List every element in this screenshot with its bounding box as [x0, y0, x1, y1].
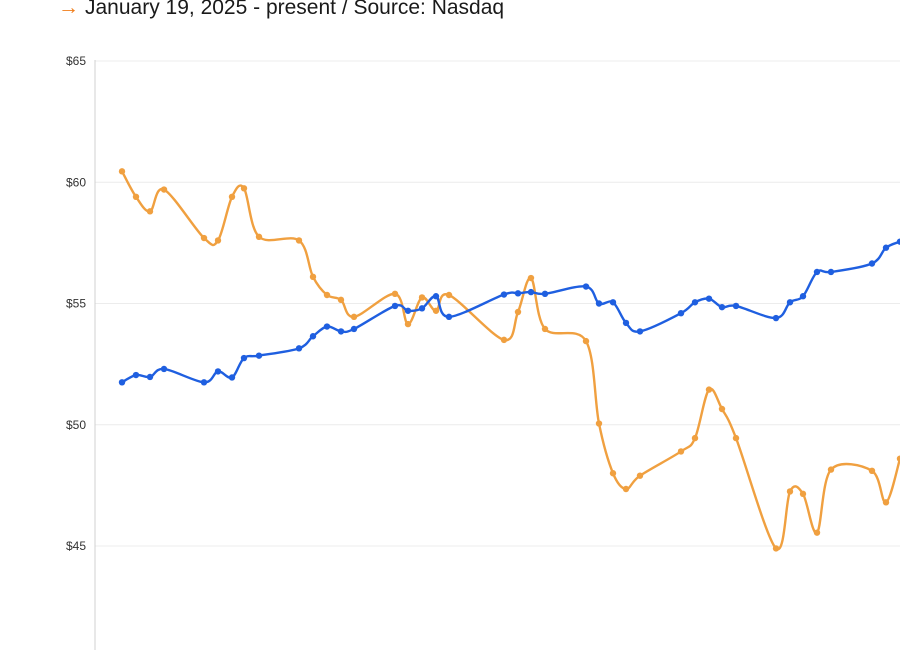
data-point[interactable] — [705, 295, 713, 302]
data-point[interactable] — [214, 368, 222, 375]
data-point[interactable] — [228, 193, 236, 200]
data-point[interactable] — [868, 260, 876, 267]
data-point[interactable] — [595, 420, 603, 427]
data-point[interactable] — [677, 448, 685, 455]
series-2 — [118, 168, 900, 552]
data-point[interactable] — [827, 466, 835, 473]
arrow-icon: → — [58, 0, 79, 19]
data-point[interactable] — [350, 313, 358, 321]
data-point[interactable] — [595, 300, 603, 307]
data-point[interactable] — [813, 529, 821, 536]
data-point[interactable] — [309, 273, 317, 281]
y-tick-label: $55 — [66, 297, 86, 311]
data-point[interactable] — [705, 386, 713, 393]
data-point[interactable] — [418, 305, 426, 312]
subtitle-text: January 19, 2025 - present / Source: Nas… — [85, 0, 505, 19]
data-point[interactable] — [309, 333, 317, 340]
data-point[interactable] — [772, 545, 780, 552]
data-point[interactable] — [160, 365, 168, 373]
data-point[interactable] — [827, 268, 835, 276]
data-point[interactable] — [691, 299, 699, 306]
data-point[interactable] — [718, 405, 726, 413]
data-point[interactable] — [514, 290, 522, 297]
data-point[interactable] — [772, 314, 780, 322]
data-point[interactable] — [146, 373, 154, 381]
data-point[interactable] — [132, 371, 140, 379]
data-point[interactable] — [337, 296, 345, 304]
data-point[interactable] — [240, 185, 248, 192]
y-tick-label: $65 — [66, 54, 86, 68]
data-point[interactable] — [418, 294, 426, 301]
data-point[interactable] — [432, 307, 440, 314]
data-point[interactable] — [240, 354, 248, 362]
data-point[interactable] — [295, 237, 303, 244]
data-point[interactable] — [200, 379, 208, 386]
data-point[interactable] — [337, 328, 345, 335]
data-point[interactable] — [636, 328, 644, 335]
series-line — [121, 240, 900, 384]
data-point[interactable] — [677, 310, 685, 317]
data-point[interactable] — [323, 291, 331, 299]
series-layer — [118, 168, 900, 552]
data-point[interactable] — [200, 234, 208, 242]
y-tick-label: $45 — [66, 539, 86, 553]
data-point[interactable] — [391, 290, 399, 297]
data-point[interactable] — [896, 238, 900, 245]
data-point[interactable] — [500, 291, 508, 298]
data-point[interactable] — [622, 485, 630, 493]
chart-subtitle: → January 19, 2025 - present / Source: Na… — [58, 0, 504, 22]
data-point[interactable] — [813, 268, 821, 276]
grid-layer — [95, 60, 900, 547]
data-point[interactable] — [582, 283, 590, 290]
data-point[interactable] — [391, 302, 399, 310]
data-point[interactable] — [786, 488, 794, 495]
data-point[interactable] — [255, 352, 263, 359]
series-line — [120, 170, 900, 551]
data-point[interactable] — [255, 233, 263, 241]
data-point[interactable] — [146, 208, 154, 215]
y-tick-label: $60 — [66, 175, 86, 189]
data-point[interactable] — [622, 319, 630, 327]
data-point[interactable] — [323, 323, 331, 330]
data-point[interactable] — [732, 302, 740, 310]
data-point[interactable] — [445, 313, 453, 321]
data-point[interactable] — [228, 374, 236, 381]
data-point[interactable] — [295, 345, 303, 352]
data-point[interactable] — [636, 472, 644, 479]
data-point[interactable] — [118, 379, 126, 386]
y-tick-labels: $45 $50 $55 $60 $65 — [66, 54, 86, 553]
data-point[interactable] — [118, 168, 126, 175]
data-point[interactable] — [868, 467, 876, 475]
data-point[interactable] — [527, 288, 535, 296]
data-point[interactable] — [404, 320, 412, 328]
data-point[interactable] — [445, 291, 453, 299]
data-point[interactable] — [882, 244, 890, 251]
data-point[interactable] — [718, 303, 726, 311]
data-point[interactable] — [799, 293, 807, 300]
data-point[interactable] — [527, 274, 535, 282]
series-1 — [118, 238, 900, 386]
data-point[interactable] — [799, 490, 807, 498]
data-point[interactable] — [691, 434, 699, 442]
data-point[interactable] — [132, 193, 140, 200]
data-point[interactable] — [541, 290, 549, 297]
data-point[interactable] — [350, 325, 358, 333]
data-point[interactable] — [896, 455, 900, 462]
data-point[interactable] — [541, 325, 549, 333]
data-point[interactable] — [732, 434, 740, 442]
data-point[interactable] — [582, 337, 590, 345]
y-tick-label: $50 — [66, 418, 86, 432]
data-point[interactable] — [514, 308, 522, 316]
data-point[interactable] — [786, 299, 794, 306]
data-point[interactable] — [882, 499, 890, 506]
data-point[interactable] — [609, 470, 617, 477]
data-point[interactable] — [214, 237, 222, 244]
data-point[interactable] — [160, 186, 168, 193]
data-point[interactable] — [404, 307, 412, 314]
data-point[interactable] — [609, 299, 617, 306]
data-point[interactable] — [500, 336, 508, 344]
data-point[interactable] — [432, 293, 440, 300]
